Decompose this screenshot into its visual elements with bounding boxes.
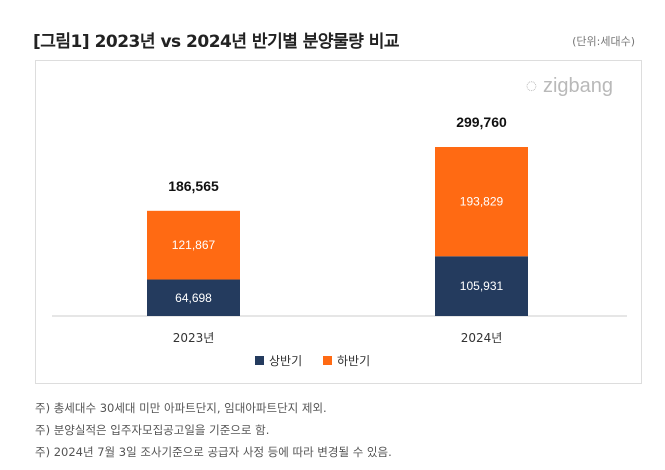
x-tick-label: 2024년 bbox=[461, 331, 503, 345]
zigbang-logo: ◌ zigbang bbox=[525, 75, 613, 98]
data-label: 121,867 bbox=[172, 238, 216, 252]
total-label: 186,565 bbox=[168, 178, 219, 194]
x-tick-label: 2023년 bbox=[173, 331, 215, 345]
bar-second-half bbox=[435, 147, 528, 257]
data-label: 193,829 bbox=[460, 195, 504, 209]
note-2: 주) 분양실적은 입주자모집공고일을 기준으로 함. bbox=[35, 423, 270, 437]
data-label: 105,931 bbox=[460, 279, 504, 293]
bar-first-half bbox=[147, 279, 240, 316]
logo-text: zigbang bbox=[542, 75, 613, 97]
data-label: 64,698 bbox=[175, 291, 212, 305]
chart-frame bbox=[35, 60, 642, 384]
logo-icon: ◌ bbox=[525, 75, 538, 97]
note-1: 주) 총세대수 30세대 미만 아파트단지, 임대아파트단지 제외. bbox=[35, 401, 327, 415]
legend-swatch bbox=[255, 356, 264, 365]
legend-label: 상반기 bbox=[269, 354, 302, 368]
total-label: 299,760 bbox=[456, 114, 507, 130]
legend-swatch bbox=[323, 356, 332, 365]
legend-label: 하반기 bbox=[337, 354, 370, 368]
bar-first-half bbox=[435, 256, 528, 316]
unit-label: (단위:세대수) bbox=[572, 35, 635, 48]
note-3: 주) 2024년 7월 3일 조사기준으로 공급자 사정 등에 따라 변경될 수… bbox=[35, 445, 392, 459]
bar-second-half bbox=[147, 210, 240, 280]
chart-title: [그림1] 2023년 vs 2024년 반기별 분양물량 비교 bbox=[33, 32, 400, 52]
